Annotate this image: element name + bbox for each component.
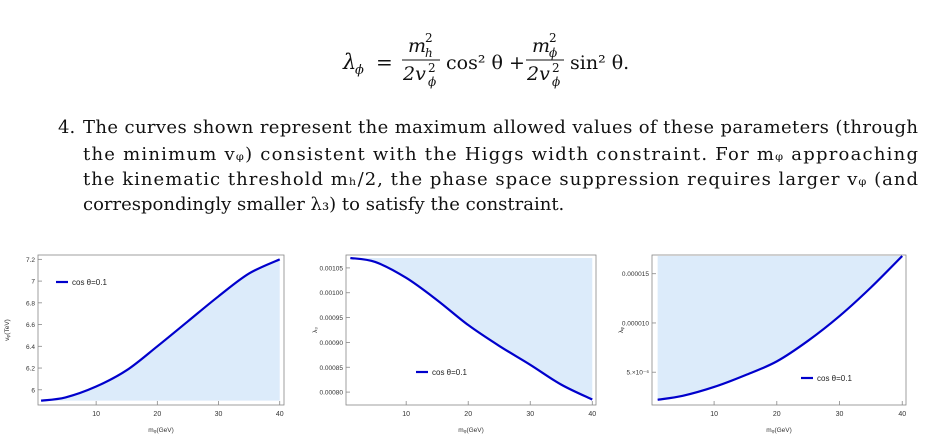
x-axis-label: mᵩ(GeV) bbox=[148, 427, 174, 434]
eq-term: sin² θ. bbox=[570, 52, 629, 74]
eq-sub: ϕ bbox=[549, 46, 557, 60]
y-tick-label: 0.00105 bbox=[320, 265, 344, 272]
item-marker: 4. bbox=[58, 117, 75, 138]
item-line: The curves shown represent the maximum a… bbox=[83, 117, 918, 138]
x-tick-label: 30 bbox=[526, 411, 534, 418]
x-tick-label: 10 bbox=[710, 411, 718, 418]
eq-sup: 2 bbox=[428, 61, 436, 75]
legend-label: cos θ=0.1 bbox=[817, 374, 852, 383]
y-tick-label: 0.000015 bbox=[622, 271, 649, 278]
frame bbox=[345, 254, 597, 406]
curve bbox=[40, 258, 281, 402]
eq-sub: ϕ bbox=[552, 75, 560, 89]
y-tick-label: 6 bbox=[31, 387, 35, 394]
allowed-region bbox=[657, 255, 903, 400]
y-axis-label: λ₃ bbox=[312, 327, 319, 333]
x-tick-label: 20 bbox=[773, 411, 781, 418]
y-tick-label: 7 bbox=[31, 279, 35, 286]
x-axis-label: mᵩ(GeV) bbox=[458, 427, 484, 434]
item-line: the minimum vᵩ) consistent with the Higg… bbox=[83, 144, 918, 165]
y-tick-label: 7.2 bbox=[26, 257, 35, 264]
x-tick-label: 40 bbox=[276, 411, 284, 418]
y-tick-label: 0.00090 bbox=[320, 340, 344, 347]
eq-sign: = bbox=[376, 50, 393, 74]
eq-lhs: λ bbox=[342, 50, 356, 74]
eq-num: m bbox=[532, 35, 550, 57]
eq-sup: 2 bbox=[425, 31, 433, 45]
eq-sup: 2 bbox=[549, 31, 557, 45]
eq-num: m bbox=[408, 35, 426, 57]
chart: cos θ=0.1 6 6.2 6.4 6.6 6.8 7 7.2 10 20 30 40 mᵩ(GeV… bbox=[4, 254, 285, 434]
y-tick-label: 6.8 bbox=[26, 300, 35, 307]
x-tick-label: 40 bbox=[588, 411, 596, 418]
charts: cos θ=0.1 6 6.2 6.4 6.6 6.8 7 7.2 10 20 30 40 mᵩ(GeV… bbox=[4, 254, 907, 434]
x-tick-label: 20 bbox=[153, 411, 161, 418]
curve bbox=[657, 255, 904, 401]
curve bbox=[350, 256, 593, 401]
item-line: the kinematic threshold mₕ/2, the phase … bbox=[83, 169, 918, 190]
y-tick-label: 0.00080 bbox=[320, 390, 344, 397]
y-tick-label: 6.2 bbox=[26, 366, 35, 373]
chart: cos θ=0.1 5.×10⁻⁶ 0.000010 0.000015 10 20 30 40… bbox=[618, 254, 907, 434]
x-tick-label: 30 bbox=[836, 411, 844, 418]
list-item: 4. The curves shown represent the maximu… bbox=[58, 117, 918, 215]
y-axis-label: λᵩ bbox=[618, 327, 625, 333]
y-tick-label: 0.000010 bbox=[622, 320, 649, 327]
eq-sub: ϕ bbox=[428, 75, 436, 89]
allowed-region bbox=[350, 257, 593, 400]
y-tick-label: 6.4 bbox=[26, 344, 35, 351]
y-tick-label: 0.00085 bbox=[320, 365, 344, 372]
eq-term: cos² θ + bbox=[446, 52, 525, 74]
y-tick-label: 0.00100 bbox=[320, 290, 344, 297]
eq-sub: h bbox=[425, 46, 433, 60]
y-axis-label: vᵩ(TeV) bbox=[4, 319, 11, 341]
eq-sub: ϕ bbox=[355, 63, 364, 78]
x-tick-label: 20 bbox=[464, 411, 472, 418]
y-tick-label: 6.6 bbox=[26, 322, 35, 329]
item-line: correspondingly smaller λ₃) to satisfy t… bbox=[83, 194, 564, 215]
frame bbox=[37, 254, 285, 406]
frame bbox=[651, 254, 907, 406]
y-tick-label: 5.×10⁻⁶ bbox=[626, 370, 649, 377]
chart: cos θ=0.1 0.00080 0.00085 0.00090 0.00095 0.0… bbox=[312, 254, 597, 434]
equation: λ ϕ = m 2 h 2v 2 ϕ cos² θ + m 2 ϕ 2v 2 ϕ… bbox=[342, 31, 629, 89]
allowed-region bbox=[41, 259, 280, 401]
eq-den: 2v bbox=[526, 63, 550, 85]
eq-sup: 2 bbox=[552, 61, 560, 75]
legend-label: cos θ=0.1 bbox=[72, 278, 107, 287]
x-tick-label: 10 bbox=[92, 411, 100, 418]
x-axis-label: mᵩ(GeV) bbox=[766, 427, 792, 434]
y-tick-label: 0.00095 bbox=[320, 315, 344, 322]
x-tick-label: 40 bbox=[898, 411, 906, 418]
x-tick-label: 10 bbox=[402, 411, 410, 418]
x-tick-label: 30 bbox=[215, 411, 223, 418]
legend-label: cos θ=0.1 bbox=[432, 368, 467, 377]
eq-den: 2v bbox=[402, 63, 426, 85]
